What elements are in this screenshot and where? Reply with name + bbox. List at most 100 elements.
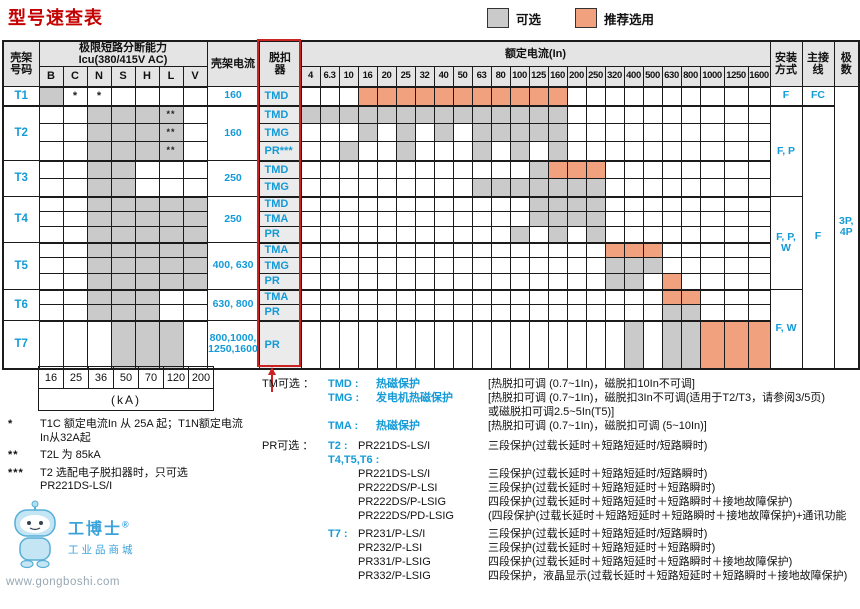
footnote-text: T2 选配电子脱扣器时，只可选 PR221DS-LS/I [40,466,188,493]
rating-cell [661,257,682,275]
ka-value: 50 [113,366,139,389]
table-row: ** TMG [3,123,859,143]
table-row: 16 25 36 50 70 120 200 [38,366,214,389]
icu-cell [158,257,184,275]
rating-cell [547,320,568,370]
pr-model-name: PR231/P-LS/I [358,528,426,540]
rating-cell [642,273,663,291]
rating-cell [395,123,416,143]
rating-cell [395,105,416,125]
rating-cell [547,105,568,125]
rating-cell [642,289,663,306]
trip-label: TMG [258,257,302,275]
pr-model-desc: 四段保护(过载长延时＋短路短延时＋短路瞬时＋接地故障保护) [488,556,793,568]
rating-cell [452,304,473,322]
rating-cell [528,226,549,244]
icu-cell [110,123,136,143]
rating-cell [661,320,682,370]
rating-cell [623,123,644,143]
icu-cell [86,257,112,275]
rating-cell [642,257,663,275]
icu-cell [38,86,64,107]
rating-cell [723,257,749,275]
ka-value: 25 [63,366,89,389]
rating-cell [661,196,682,213]
rating-cell [452,160,473,180]
header-current-value: 630 [661,66,682,88]
frame-id: T1 [2,86,40,107]
header-current-value: 32 [414,66,435,88]
header-current-value: 4 [300,66,321,88]
rating-cell [300,304,321,322]
tm-type-name: TMA : [328,420,359,432]
rating-cell [509,226,530,244]
icu-cell [158,242,184,259]
icu-cell [38,105,64,125]
rating-cell [300,178,321,198]
pr-model-name: PR222DS/P-LSIG [358,496,447,508]
rating-cell [566,304,587,322]
rating-cell [661,160,682,180]
pr-model-desc: 四段保护(过载长延时＋短路短延时＋短路瞬时＋接地故障保护) [488,496,793,508]
rating-cell [699,242,725,259]
rating-cell [604,105,625,125]
rating-cell [604,320,625,370]
rating-cell [452,273,473,291]
rating-cell [547,86,568,107]
rating-cell [357,242,378,259]
icu-cell: ** [158,105,184,125]
ka-value: 200 [188,366,214,389]
rating-cell [566,123,587,143]
rating-cell [395,196,416,213]
rating-cell [566,178,587,198]
rating-cell [414,304,435,322]
pr-model-desc: 三段保护(过载长延时＋短路短延时/短路瞬时) [488,528,708,540]
rating-cell [509,304,530,322]
pr-model-name: PR222DS/PD-LSIG [358,510,454,522]
footnote-mark: * [8,418,14,430]
rating-cell [414,242,435,259]
annotation-line: PR222DS/PD-LSIG (四段保护(过载长延时＋短路短延时＋短路瞬时＋接地… [262,509,858,523]
tm-type-desc: 发电机热磁保护 [376,392,453,404]
icu-cell [134,242,160,259]
rating-cell [680,273,701,291]
icu-cell [158,304,184,322]
rating-cell [604,257,625,275]
icu-cell [86,320,112,370]
header-current-value: 320 [604,66,625,88]
header-current-value: 20 [376,66,397,88]
rating-cell [642,320,663,370]
rating-cell [566,211,587,228]
icu-cell [62,273,88,291]
rating-cell [680,178,701,198]
rating-cell [528,123,549,143]
rating-cell [623,105,644,125]
rating-cell [623,304,644,322]
trip-label: PR [258,226,302,244]
rating-cell [747,242,771,259]
rating-cell [338,105,359,125]
rating-cell [642,86,663,107]
rating-cell [509,273,530,291]
tm-type-name: TMD : [328,378,359,390]
header-current-value: 40 [433,66,454,88]
rating-cell [433,160,454,180]
icu-cell [110,273,136,291]
header-current-value: 125 [528,66,549,88]
rating-cell [547,123,568,143]
trip-label: TMA [258,242,302,259]
rating-cell [452,289,473,306]
icu-cell [110,257,136,275]
ka-value: 70 [138,366,164,389]
rating-cell [471,257,492,275]
rating-cell [300,320,321,370]
rating-cell [490,242,511,259]
rating-cell [319,105,340,125]
table-row: T1 * * 160 TMD F FC 3P, 4P [2,86,860,370]
rating-cell [723,242,749,259]
rating-cell [319,178,340,198]
trip-label: TMG [258,178,302,198]
trip-label: TMD [258,160,302,180]
rating-cell [300,196,321,213]
pr-model-name: PR221DS-LS/I [358,440,431,452]
